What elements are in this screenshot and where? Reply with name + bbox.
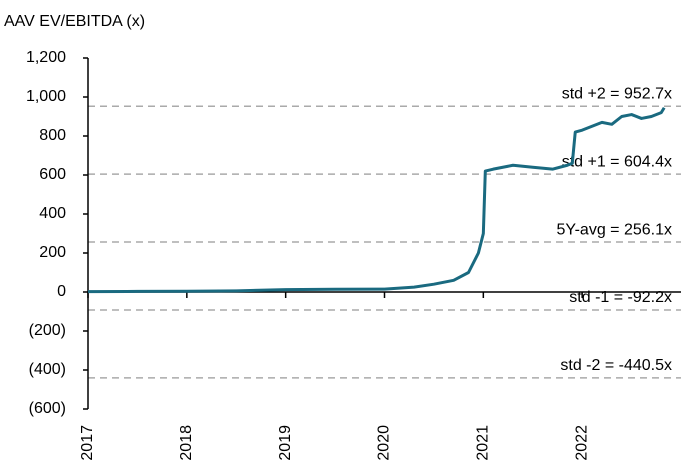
y-tick-label: 1,000 [26, 88, 66, 105]
y-tick-label: 1,200 [26, 49, 66, 66]
y-tick-label: 800 [39, 127, 66, 144]
y-tick-label: 400 [39, 205, 66, 222]
x-tick-label: 2021 [475, 425, 492, 461]
reference-label: std -1 = -92.2x [569, 289, 672, 306]
y-tick-label: (400) [29, 361, 66, 378]
x-tick-label: 2018 [178, 425, 195, 461]
y-tick-label: (200) [29, 322, 66, 339]
reference-label: std +2 = 952.7x [562, 85, 672, 102]
chart-title: AAV EV/EBITDA (x) [4, 13, 145, 30]
x-tick-label: 2022 [573, 425, 590, 461]
series-line [87, 106, 666, 294]
y-tick-label: (600) [29, 400, 66, 417]
y-tick-label: 600 [39, 166, 66, 183]
reference-label: std -2 = -440.5x [560, 357, 672, 374]
reference-label: 5Y-avg = 256.1x [557, 221, 673, 238]
y-tick-label: 0 [57, 283, 66, 300]
x-tick-label: 2020 [376, 425, 393, 461]
reference-label: std +1 = 604.4x [562, 153, 672, 170]
x-tick-label: 2019 [277, 425, 294, 461]
x-tick-label: 2017 [79, 425, 96, 461]
y-tick-label: 200 [39, 244, 66, 261]
